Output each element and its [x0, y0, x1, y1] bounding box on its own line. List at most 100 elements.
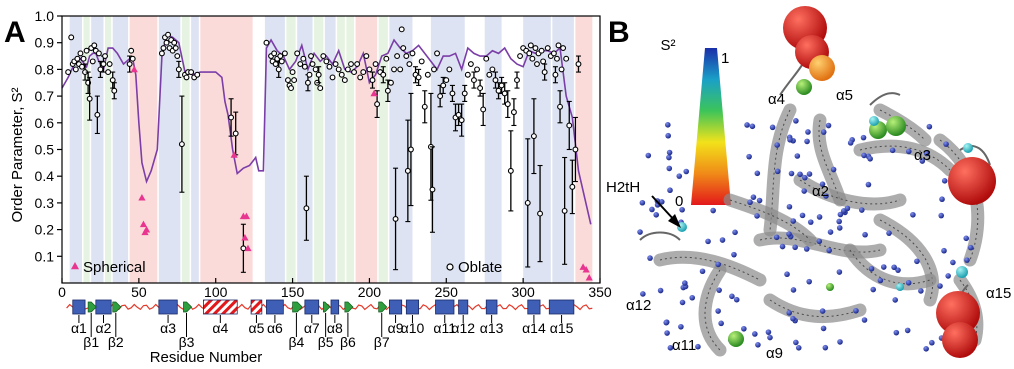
residue-sphere-blue: [639, 199, 646, 206]
residue-sphere-blue: [792, 244, 798, 251]
oblate-point: [530, 133, 537, 140]
oblate-point: [304, 79, 311, 86]
spherical-point: [242, 212, 251, 220]
oblate-point: [86, 95, 93, 102]
oblate-point: [126, 61, 133, 68]
oblate-point: [489, 66, 496, 73]
background-band: [346, 16, 355, 283]
residue-sphere: [886, 116, 906, 136]
oblate-point: [467, 61, 474, 68]
oblate-point: [77, 50, 84, 57]
oblate-point: [495, 87, 502, 94]
oblate-point: [348, 61, 354, 68]
y-tick-label: 0.4: [35, 168, 55, 184]
oblate-point: [404, 167, 411, 174]
residue-sphere-blue: [865, 181, 872, 188]
colorbar-min-label: 0: [675, 193, 683, 210]
y-tick-label: 0.3: [35, 195, 55, 211]
oblate-point: [175, 66, 182, 73]
ribbon-texture: [939, 139, 979, 261]
residue-sphere-blue: [820, 129, 827, 135]
residue-sphere-blue: [910, 211, 916, 218]
oblate-point: [158, 50, 165, 57]
residue-sphere-blue: [647, 255, 653, 261]
oblate-point: [532, 45, 539, 51]
residue-sphere-blue: [853, 307, 859, 314]
oblate-point: [300, 55, 307, 62]
residue-sphere-blue: [826, 247, 832, 254]
residue-sphere-blue: [919, 158, 926, 164]
oblate-point: [285, 77, 291, 84]
y-axis-label: Order Parameter, S²: [9, 87, 26, 222]
residue-sphere-blue: [892, 297, 899, 303]
oblate-point: [541, 69, 548, 76]
oblate-point: [341, 77, 348, 84]
background-band: [314, 16, 324, 283]
oblate-point: [418, 58, 425, 65]
legend-spherical-marker: [71, 262, 79, 270]
oblate-point: [354, 61, 361, 68]
residue-sphere-blue: [784, 271, 790, 278]
strand-arrow: [322, 301, 331, 313]
residue-sphere-blue: [716, 287, 722, 293]
oblate-point: [83, 47, 90, 54]
residue-sphere-blue: [790, 315, 796, 322]
oblate-point: [317, 85, 324, 92]
residue-sphere-blue: [847, 140, 854, 146]
residue-sphere-blue: [765, 329, 772, 335]
oblate-point: [312, 66, 319, 73]
residue-sphere-blue: [836, 269, 843, 275]
helix-label: α1: [71, 320, 87, 336]
residue-sphere-blue: [825, 122, 832, 129]
protein-structure-panel: S² 1 0 α4 α5 α3 α2 H2tH α12 α11 α9 α15: [606, 6, 1011, 362]
residue-sphere-blue: [637, 229, 643, 235]
oblate-point: [561, 207, 568, 214]
oblate-point: [172, 45, 179, 51]
oblate-point: [74, 55, 81, 62]
oblate-point: [486, 71, 493, 78]
background-band: [264, 16, 285, 283]
residue-sphere-blue: [923, 346, 929, 352]
residue-sphere-blue: [794, 153, 801, 159]
oblate-point: [524, 199, 531, 206]
oblate-point: [437, 93, 444, 100]
background-band: [83, 16, 90, 283]
oblate-point: [474, 66, 480, 73]
oblate-point: [289, 69, 296, 76]
oblate-point: [403, 53, 410, 59]
spherical-point: [241, 234, 249, 241]
oblate-point: [240, 245, 247, 252]
residue-sphere-blue: [715, 261, 721, 268]
residue-sphere-blue: [769, 124, 776, 131]
y-tick-label: 1.0: [35, 8, 55, 24]
residue-sphere: [956, 266, 968, 278]
residue-sphere-blue: [802, 174, 808, 181]
oblate-point: [277, 53, 284, 59]
helix-block: [435, 299, 455, 315]
ribbon-texture: [849, 249, 931, 285]
background-band: [337, 16, 345, 283]
residue-sphere-blue: [665, 122, 671, 128]
residue-sphere: [796, 79, 812, 95]
residue-sphere-blue: [819, 181, 826, 187]
residue-sphere-blue: [667, 345, 674, 351]
structure-label: α11: [672, 337, 696, 354]
oblate-point: [550, 50, 557, 57]
oblate-point: [391, 66, 397, 73]
oblate-point: [480, 106, 487, 113]
x-tick-label: 300: [511, 284, 535, 300]
residue-sphere-blue: [870, 286, 877, 293]
residue-sphere-blue: [939, 196, 945, 203]
residue-sphere-blue: [836, 225, 843, 231]
background-band: [324, 16, 336, 283]
residue-sphere-blue: [964, 257, 970, 263]
oblate-point: [111, 87, 118, 94]
background-band: [69, 16, 82, 283]
loop-line: [869, 92, 901, 106]
oblate-point: [160, 45, 167, 51]
structure-label: α9: [766, 345, 783, 362]
helix-block: [95, 299, 112, 315]
residue-sphere-blue: [844, 205, 851, 212]
residue-sphere-blue: [683, 168, 690, 175]
oblate-point: [558, 66, 565, 73]
